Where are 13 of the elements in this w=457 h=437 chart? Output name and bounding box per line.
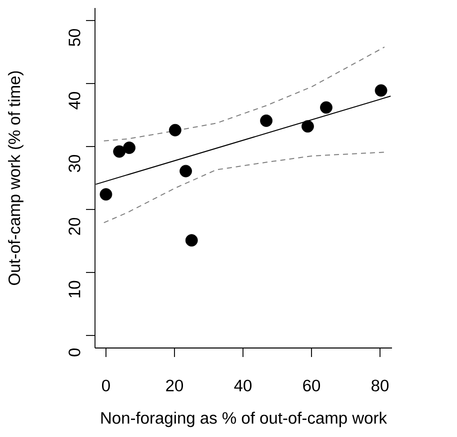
x-axis-title: Non-foraging as % of out-of-camp work xyxy=(101,412,388,428)
y-tick-label: 0 xyxy=(68,348,80,356)
y-tick-label: 10 xyxy=(68,280,80,298)
y-tick-label: 40 xyxy=(68,92,80,110)
x-tick-label: 80 xyxy=(372,380,389,392)
y-axis-title: Out-of-camp work (% of time) xyxy=(8,71,24,285)
y-tick-label: 50 xyxy=(68,29,80,46)
x-tick-label: 40 xyxy=(234,380,252,392)
y-tick-label: 30 xyxy=(68,154,80,172)
x-tick-label: 0 xyxy=(102,380,110,392)
x-tick-label: 60 xyxy=(303,380,320,392)
y-tick-label: 20 xyxy=(68,218,80,235)
x-tick-label: 20 xyxy=(166,380,184,392)
